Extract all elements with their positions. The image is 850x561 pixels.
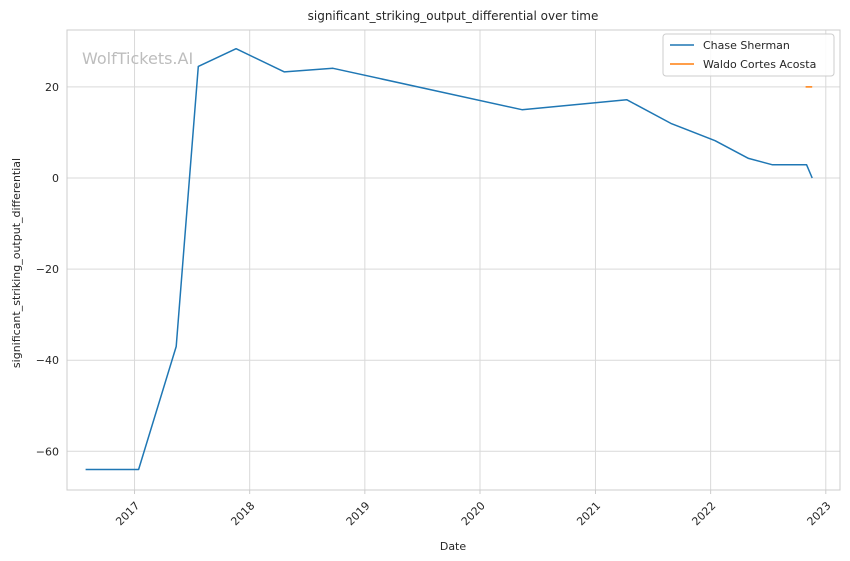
legend-label-waldo-cortes-acosta: Waldo Cortes Acosta bbox=[703, 58, 816, 71]
y-tick-layer: −60 −40 −20 0 20 bbox=[36, 81, 59, 458]
plot-frame bbox=[66, 29, 841, 491]
x-axis-label: Date bbox=[440, 540, 467, 553]
y-tick-label: −40 bbox=[36, 354, 59, 367]
y-tick-label: −20 bbox=[36, 263, 59, 276]
legend: Chase Sherman Waldo Cortes Acosta bbox=[662, 33, 835, 77]
watermark-text: WolfTickets.AI bbox=[82, 49, 193, 68]
legend-box bbox=[662, 33, 835, 77]
legend-label-chase-sherman: Chase Sherman bbox=[703, 39, 790, 52]
series-line-chase-sherman bbox=[85, 47, 813, 471]
y-tick-label: 20 bbox=[45, 81, 59, 94]
grid-layer bbox=[67, 30, 840, 490]
y-tick-label: −60 bbox=[36, 445, 59, 458]
chart-title: significant_striking_output_differential… bbox=[308, 9, 599, 23]
series-layer bbox=[85, 47, 813, 471]
y-axis-label: significant_striking_output_differential bbox=[10, 158, 23, 368]
y-tick-label: 0 bbox=[52, 172, 59, 185]
